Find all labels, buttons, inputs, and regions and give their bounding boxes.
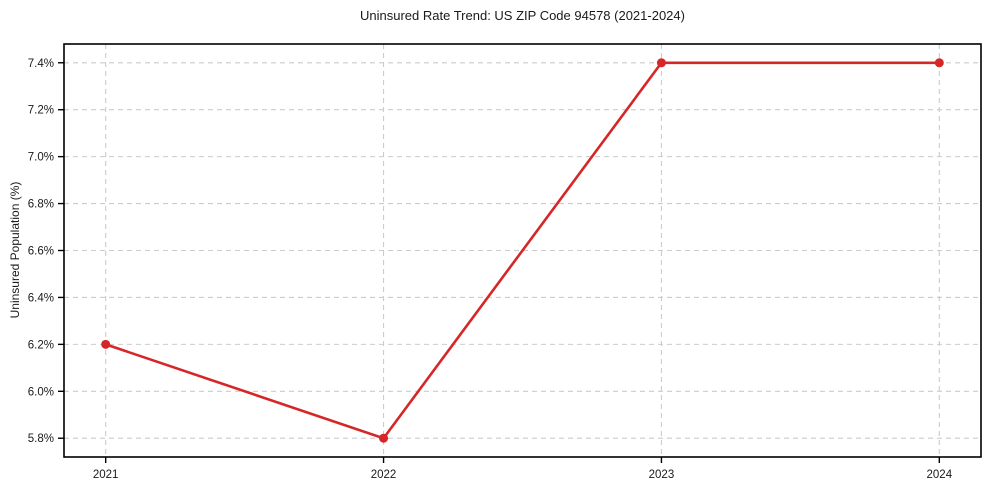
- data-point-marker: [934, 58, 944, 68]
- x-tick-label: 2023: [649, 469, 675, 481]
- x-tick-label: 2022: [371, 469, 397, 481]
- plot-border: [63, 43, 982, 458]
- data-point-marker: [656, 58, 666, 68]
- y-tick-label: 7.2%: [28, 105, 54, 117]
- y-tick-label: 5.8%: [28, 433, 54, 445]
- y-tick-label: 7.0%: [28, 152, 54, 164]
- y-tick-label: 7.4%: [28, 58, 54, 70]
- y-tick-label: 6.0%: [28, 386, 54, 398]
- x-tick-label: 2021: [93, 469, 119, 481]
- y-tick-label: 6.2%: [28, 339, 54, 351]
- data-point-marker: [379, 433, 389, 443]
- y-tick-label: 6.4%: [28, 292, 54, 304]
- chart-title: Uninsured Rate Trend: US ZIP Code 94578 …: [360, 8, 685, 23]
- x-tick-label: 2024: [927, 469, 953, 481]
- data-point-marker: [101, 339, 111, 349]
- trend-line: [104, 61, 941, 440]
- y-tick-label: 6.8%: [28, 199, 54, 211]
- y-tick-label: 6.6%: [28, 246, 54, 258]
